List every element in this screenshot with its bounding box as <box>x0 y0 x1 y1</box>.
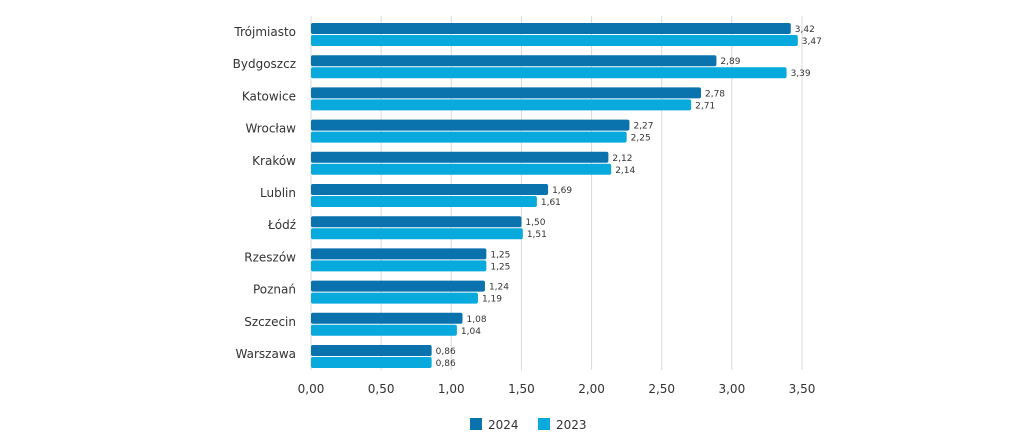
bar-2023 <box>311 292 478 304</box>
bar-2024 <box>311 151 609 163</box>
legend-swatch-2023 <box>538 418 550 430</box>
value-label: 1,19 <box>482 295 502 305</box>
category-label: Warszawa <box>236 347 296 361</box>
bar-2024 <box>311 184 549 195</box>
x-tick-label: 3,50 <box>789 382 816 396</box>
value-label: 2,25 <box>631 134 651 144</box>
category-label: Szczecin <box>244 315 296 329</box>
category-label: Wrocław <box>245 122 296 136</box>
legend-label: 2023 <box>556 418 587 432</box>
bar-2023 <box>311 228 523 240</box>
value-label: 1,50 <box>525 218 545 228</box>
x-tick-label: 0,00 <box>298 382 325 396</box>
x-tick-label: 0,50 <box>368 382 395 396</box>
bar-2023 <box>311 163 612 175</box>
category-label: Poznań <box>253 283 296 297</box>
category-label: Bydgoszcz <box>233 57 296 71</box>
bar-2023 <box>311 35 798 46</box>
legend-label: 2024 <box>488 418 519 432</box>
bar-2023 <box>311 67 787 79</box>
value-label: 2,14 <box>615 166 635 176</box>
bar-2024 <box>311 119 630 131</box>
bar-2024 <box>311 23 791 34</box>
category-label: Lublin <box>260 186 296 200</box>
bar-2024 <box>311 280 485 292</box>
bar-2023 <box>311 99 692 111</box>
value-label: 3,39 <box>791 69 811 79</box>
category-label: Łódź <box>267 218 296 232</box>
value-label: 1,69 <box>552 186 572 196</box>
x-tick-label: 2,50 <box>648 382 675 396</box>
bar-2024 <box>311 87 701 99</box>
bar-2023 <box>311 196 537 207</box>
bar-2023 <box>311 357 432 368</box>
x-tick-label: 2,00 <box>578 382 605 396</box>
bar-2023 <box>311 131 627 143</box>
x-tick-label: 1,50 <box>508 382 535 396</box>
bars <box>311 23 798 368</box>
bar-2024 <box>311 312 463 324</box>
bar-2024 <box>311 345 432 356</box>
category-label: Rzeszów <box>244 250 296 264</box>
value-label: 3,47 <box>802 37 822 47</box>
value-label: 1,08 <box>467 315 487 325</box>
value-label: 2,78 <box>705 89 725 99</box>
category-labels: Trójmiasto Bydgoszcz Katowice Wrocław Kraków… <box>233 25 297 361</box>
bar-2023 <box>311 260 487 272</box>
bar-2024 <box>311 248 487 260</box>
value-label: 1,04 <box>461 327 481 337</box>
value-label: 1,25 <box>490 250 510 260</box>
bar-2024 <box>311 55 717 67</box>
bar-2024 <box>311 216 522 228</box>
value-label: 0,86 <box>436 347 456 357</box>
bar-2023 <box>311 324 457 336</box>
value-label: 0,86 <box>436 359 456 369</box>
value-label: 2,89 <box>720 57 740 67</box>
category-label: Trójmiasto <box>233 25 296 39</box>
value-label: 2,27 <box>633 122 653 132</box>
value-labels: 3,42 3,47 2,89 3,39 2,78 2,71 2,27 2,25 2,12 2,14… <box>436 25 822 369</box>
x-tick-label: 1,00 <box>438 382 465 396</box>
legend-swatch-2024 <box>470 418 482 430</box>
value-label: 3,42 <box>795 25 815 35</box>
value-label: 1,61 <box>541 198 561 208</box>
category-label: Katowice <box>242 89 296 103</box>
category-label: Kraków <box>252 154 296 168</box>
value-label: 1,24 <box>489 283 509 293</box>
value-label: 2,71 <box>695 101 715 111</box>
x-tick-label: 3,00 <box>718 382 745 396</box>
value-label: 2,12 <box>612 154 632 164</box>
legend: 2024 2023 <box>470 418 587 432</box>
value-label: 1,51 <box>527 230 547 240</box>
value-label: 1,25 <box>490 262 510 272</box>
x-axis-tick-labels: 0,00 0,50 1,00 1,50 2,00 2,50 3,00 3,50 <box>298 382 816 396</box>
